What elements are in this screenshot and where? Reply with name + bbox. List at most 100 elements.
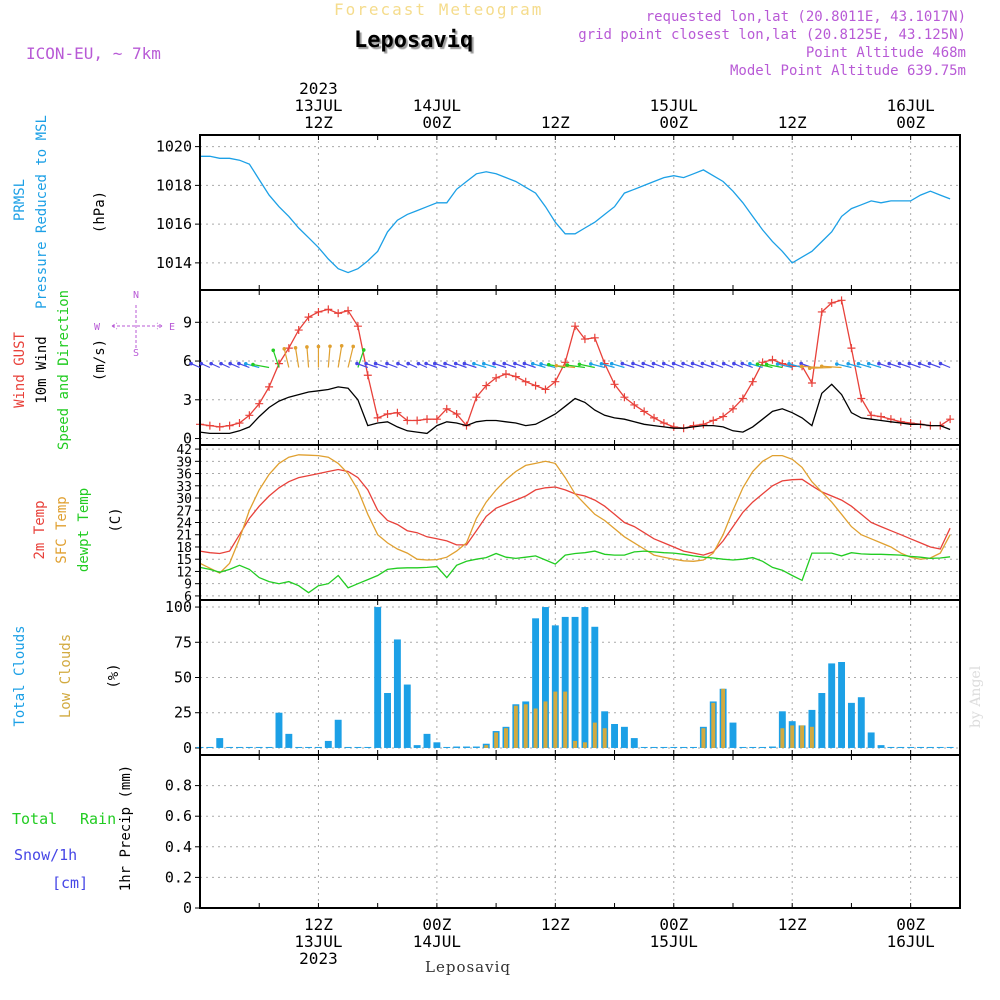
- cloud-low-bar: [582, 742, 587, 748]
- cloud-low-bar: [711, 702, 716, 748]
- wind-arrow-head: [199, 361, 204, 366]
- wind-arrow-head: [917, 361, 922, 366]
- wind-arrow-head: [373, 361, 378, 366]
- wind-arrow: [836, 363, 852, 369]
- wind-arrow-head: [282, 347, 287, 351]
- bottom-axis-label: 16JUL: [887, 932, 935, 951]
- cloud-total-label: Total Clouds: [12, 625, 28, 726]
- gust-marker: [669, 422, 678, 431]
- gust-marker: [432, 415, 441, 424]
- wind-arrow: [238, 362, 250, 369]
- wind-arrow: [653, 362, 665, 369]
- wind-arrow-head: [740, 361, 745, 366]
- gust-marker: [225, 421, 234, 430]
- cloud-total-bar: [828, 663, 836, 748]
- wind-arrow-head: [305, 345, 309, 349]
- gust-marker: [472, 393, 481, 402]
- wind-arrow-head: [472, 361, 476, 366]
- wind-arrow-head: [219, 361, 223, 366]
- wind-arrow-head: [554, 363, 559, 368]
- cloud-total-bar: [887, 746, 895, 748]
- wind-arrow: [590, 363, 605, 369]
- gust-marker: [235, 419, 244, 428]
- panel-cloud: 0 25 50 75 100: [165, 598, 961, 757]
- wind-arrow-head: [661, 361, 666, 366]
- cloud-low-bar: [513, 705, 518, 748]
- gust-marker: [906, 419, 915, 428]
- wind-arrow-head: [700, 361, 705, 366]
- gust-marker: [304, 313, 313, 322]
- cloud-total-bar: [867, 732, 875, 748]
- model-point-altitude: Model Point Altitude 639.75m: [729, 63, 966, 79]
- wind-arrow: [483, 363, 497, 369]
- wind-arrow: [464, 363, 477, 369]
- cloud-total-bar: [818, 693, 826, 748]
- gust-marker: [353, 322, 362, 331]
- gust-marker: [324, 305, 333, 314]
- gust-marker: [255, 399, 264, 408]
- top-axis-label: 00Z: [659, 113, 688, 132]
- ytick-label: 50: [174, 669, 192, 687]
- wind-arrow: [375, 363, 388, 369]
- top-axis-label: 14JUL: [413, 96, 461, 115]
- wind-arrow: [622, 363, 635, 369]
- wind-arrow: [493, 363, 507, 369]
- cloud-total-bar: [670, 746, 678, 748]
- wind-arrow: [757, 363, 773, 369]
- gust-marker: [946, 415, 955, 424]
- cloud-total-bar: [729, 722, 737, 748]
- gust-marker: [748, 377, 757, 386]
- wind-arrow: [821, 365, 842, 369]
- cloud-total-bar: [216, 738, 224, 748]
- wind-dir-label: Speed and Direction: [56, 290, 72, 450]
- wind-arrow-head: [481, 361, 486, 366]
- ytick-label: 0: [183, 430, 192, 448]
- cloud-total-bar: [245, 746, 253, 748]
- wind-arrow: [356, 362, 368, 369]
- gust-marker: [284, 344, 293, 353]
- wind-10m-label: 10m Wind: [34, 336, 50, 403]
- gust-marker: [699, 420, 708, 429]
- series-line-sfc-temp: [199, 454, 951, 574]
- bottom-axis-label: 12Z: [304, 915, 333, 934]
- cloud-total-bar: [936, 746, 944, 748]
- cloud-total-bar: [630, 738, 638, 748]
- wind-arrow-head: [385, 361, 389, 366]
- wind-arrow-head: [690, 361, 695, 366]
- wind-arrow-head: [462, 361, 467, 366]
- wind-arrow-head: [732, 361, 736, 366]
- cloud-total-bar: [640, 746, 648, 748]
- gust-marker: [363, 371, 372, 380]
- gust-marker: [807, 379, 816, 387]
- wind-arrow-head: [681, 361, 685, 366]
- wind-arrow: [766, 363, 783, 369]
- cloud-low-bar: [543, 701, 548, 748]
- gust-marker: [620, 393, 629, 402]
- cloud-total-bar: [334, 719, 342, 748]
- wind-arrow-head: [453, 361, 458, 366]
- wind-arrow: [611, 363, 625, 369]
- top-axis-label: 00Z: [422, 113, 451, 132]
- wind-gust-label: Wind GUST: [12, 332, 28, 408]
- ytick-label: 33: [176, 480, 192, 495]
- wind-arrow-head: [355, 361, 359, 366]
- ytick-label: 15: [176, 553, 192, 568]
- wind-arrow-head: [316, 344, 321, 349]
- wind-arrow-head: [819, 364, 824, 369]
- cloud-total-bar: [877, 745, 885, 748]
- cloud-total-bar: [581, 607, 589, 748]
- gust-marker: [492, 373, 501, 382]
- gust-marker: [245, 411, 254, 420]
- gust-marker: [551, 377, 560, 386]
- precip-rain-label: Rain: [80, 810, 116, 828]
- gust-marker: [215, 422, 224, 431]
- series-line-2m-temp: [199, 468, 951, 556]
- requested-coords: requested lon,lat (20.8011E, 43.1017N): [645, 9, 966, 25]
- gust-marker: [452, 410, 461, 418]
- ytick-label: 9: [184, 578, 192, 593]
- wind-arrow-head: [513, 361, 517, 366]
- top-axis-label: 12Z: [541, 113, 570, 132]
- cloud-total-bar: [364, 746, 372, 748]
- gust-marker: [768, 355, 777, 364]
